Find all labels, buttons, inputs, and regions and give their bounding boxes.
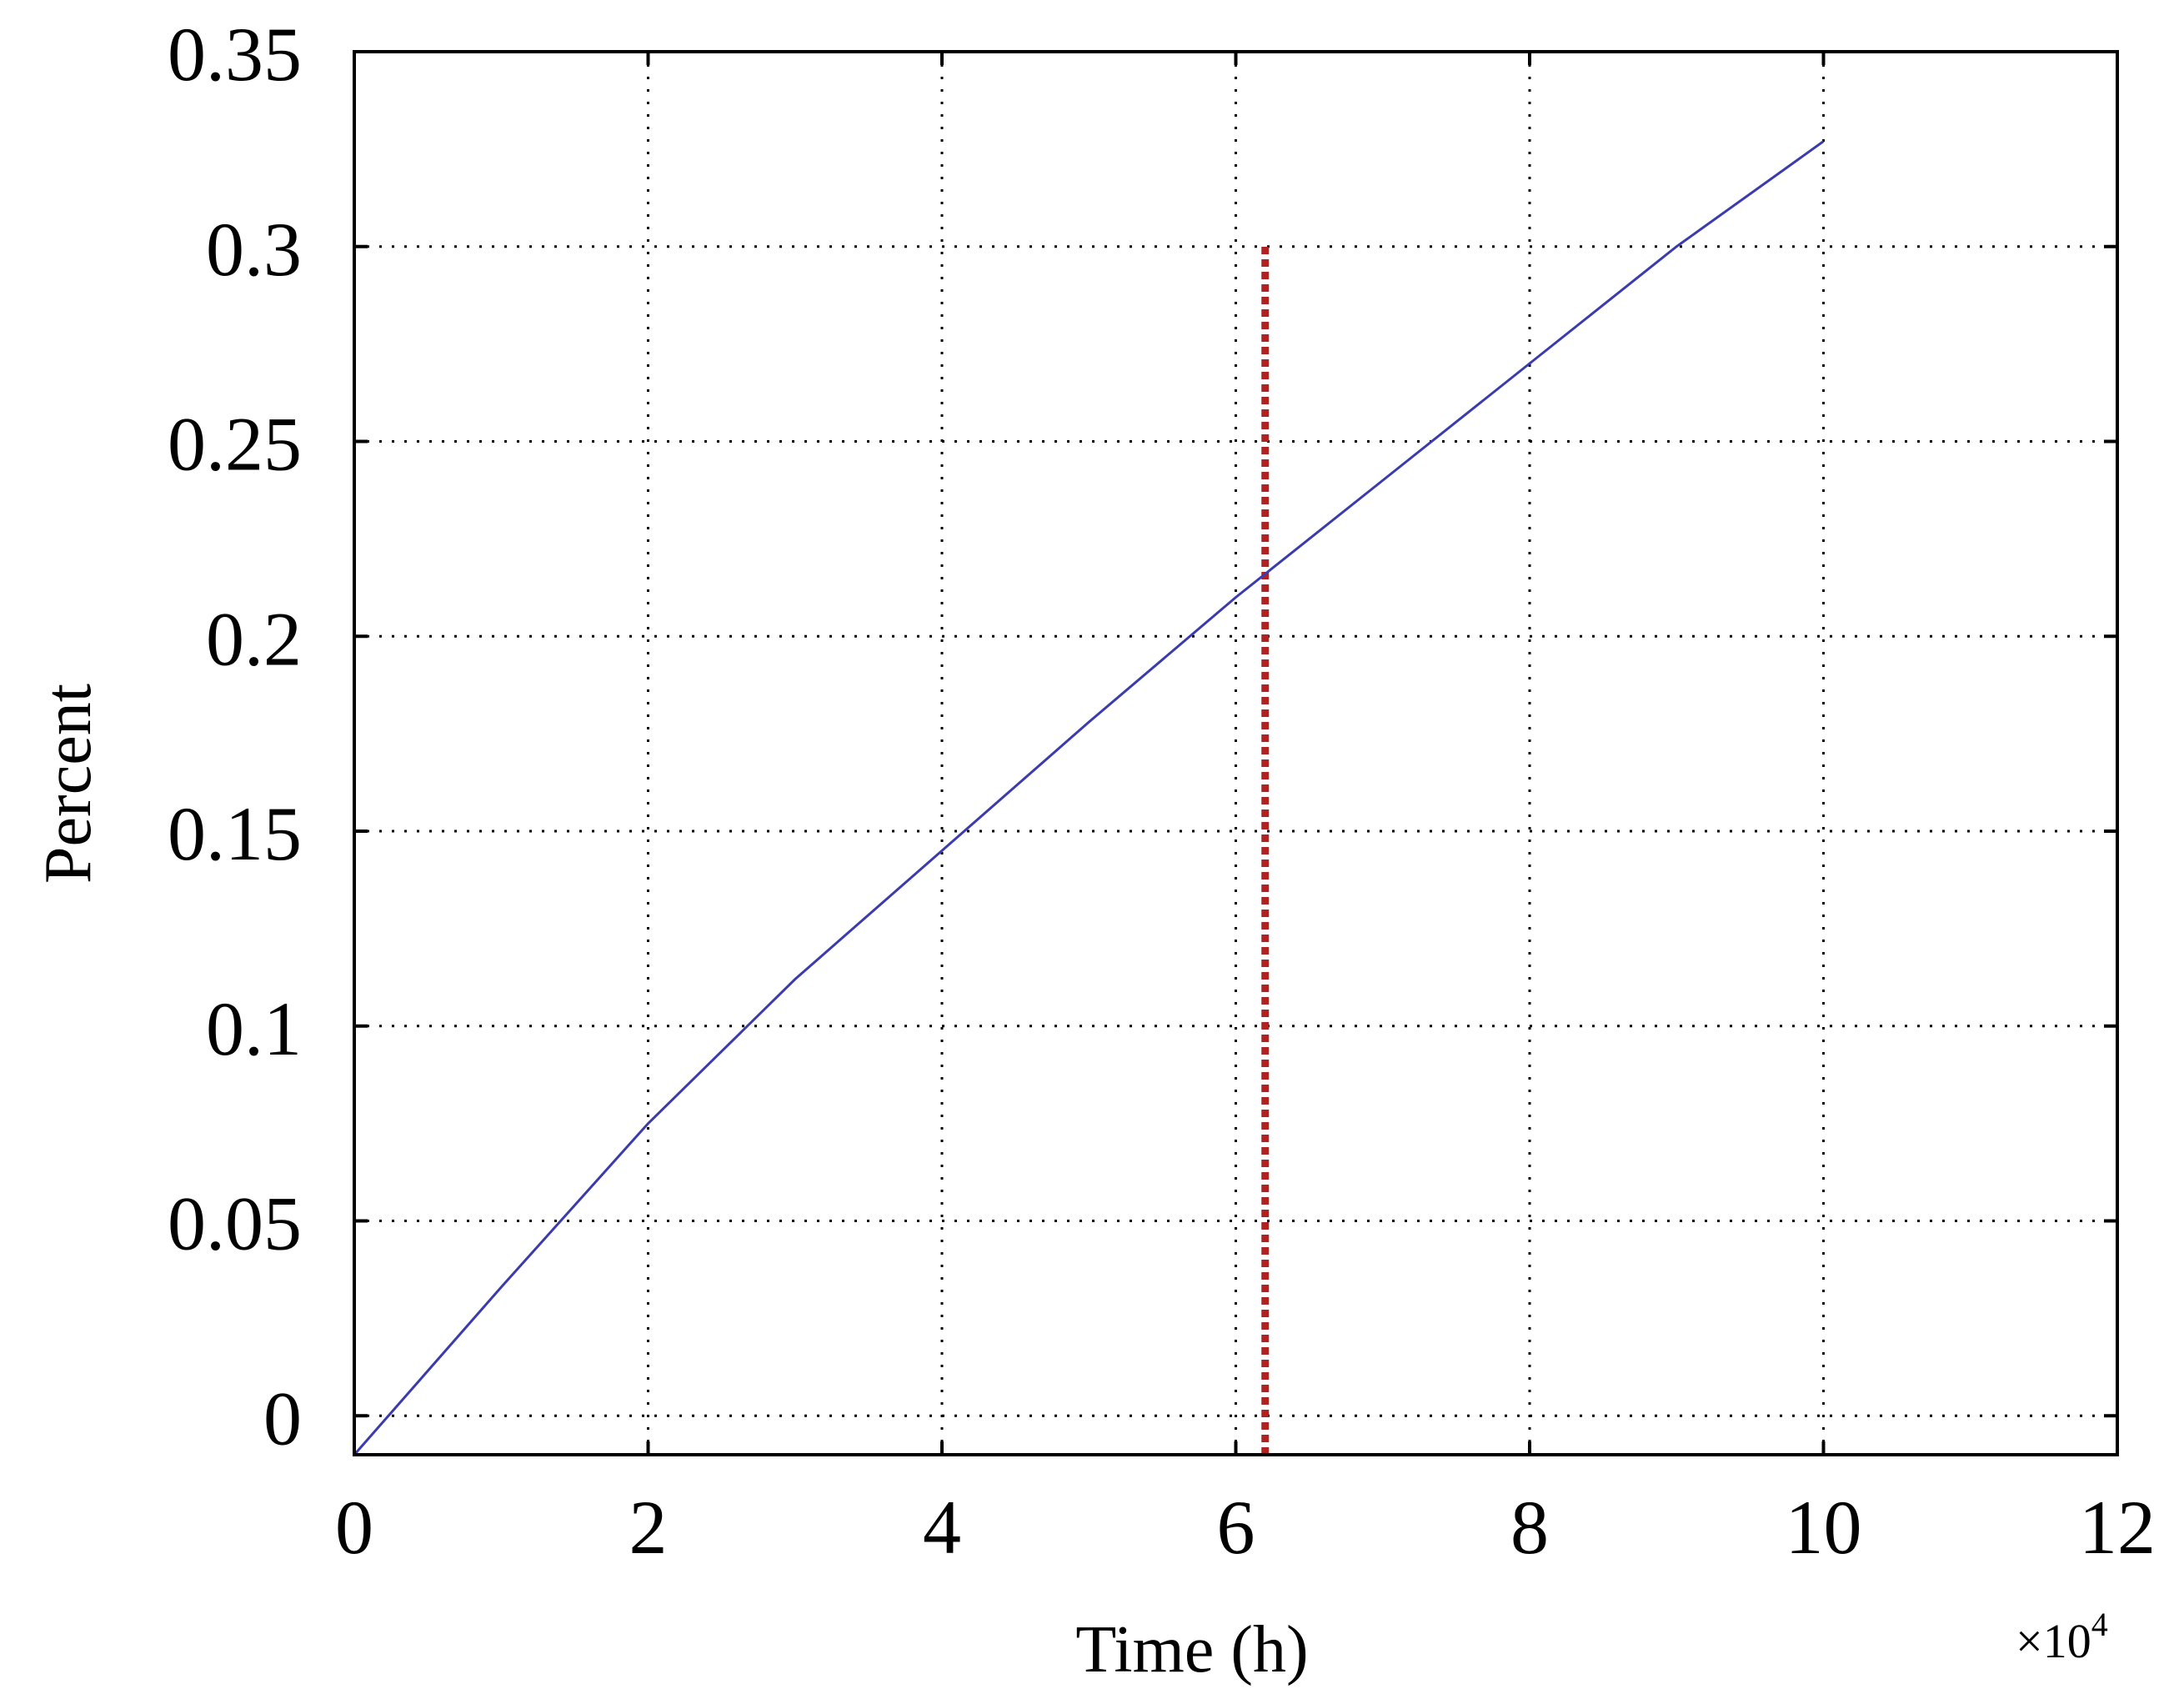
x-tick-label: 2 (629, 1485, 668, 1570)
y-tick-label: 0 (263, 1376, 302, 1461)
y-tick-labels: 0 0.05 0.1 0.15 0.2 0.25 0.3 0.35 (168, 12, 302, 1461)
x-tick-labels: 0 2 4 6 8 10 12 (335, 1485, 2156, 1570)
y-tick-label: 0.3 (206, 207, 302, 292)
y-tick-label: 0.2 (206, 596, 302, 681)
x-tick-label: 6 (1217, 1485, 1255, 1570)
grid-lines (354, 52, 2117, 1455)
x-tick-label: 12 (2079, 1485, 2156, 1570)
y-tick-label: 0.05 (168, 1181, 302, 1266)
x-axis-multiplier: ×104 (2016, 1606, 2108, 1668)
x-tick-label: 0 (335, 1485, 373, 1570)
x-tick-label: 10 (1786, 1485, 1862, 1570)
axis-ticks (353, 50, 2119, 1455)
y-tick-label: 0.35 (168, 12, 302, 97)
x-axis-label: Time (h) (1075, 1613, 1308, 1686)
x-axis-multiplier-exponent: 4 (2091, 1606, 2108, 1643)
y-axis-label: Percent (32, 684, 105, 884)
y-tick-label: 0.25 (168, 402, 302, 487)
x-axis-multiplier-base: ×10 (2016, 1614, 2091, 1668)
data-series (353, 140, 1825, 1456)
y-tick-label: 0.1 (206, 986, 302, 1071)
y-tick-label: 0.15 (168, 791, 302, 876)
x-tick-label: 4 (923, 1485, 961, 1570)
x-tick-label: 8 (1510, 1485, 1549, 1570)
series-line (353, 140, 1825, 1456)
